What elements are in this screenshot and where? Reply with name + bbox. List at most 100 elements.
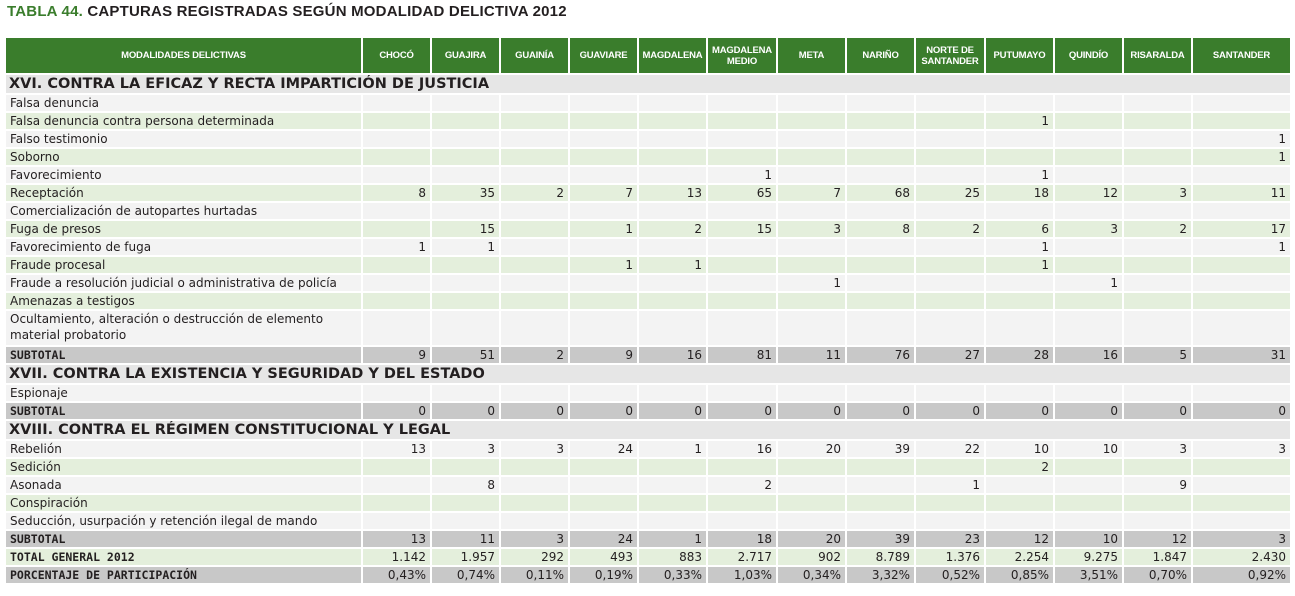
cell-value <box>846 476 916 495</box>
subtotal-row: SUBTOTAL 0 0 0 0 0 0 0 0 0 0 0 0 0 <box>6 402 1292 421</box>
cell-value: 22 <box>915 440 986 459</box>
cell-value: 0 <box>985 402 1055 421</box>
cell-value <box>846 310 916 347</box>
cell-value: 35 <box>431 184 501 203</box>
cell-value: 18 <box>707 530 778 549</box>
cell-value: 292 <box>500 548 570 567</box>
cell-value: 3 <box>500 440 570 459</box>
cell-value: 12 <box>985 530 1055 549</box>
row-label: Fraude procesal <box>6 256 363 275</box>
cell-value <box>777 256 847 275</box>
cell-value <box>915 458 986 477</box>
row-label: Fraude a resolución judicial o administr… <box>6 274 363 293</box>
row-label: Falso testimonio <box>6 130 363 149</box>
captures-table: MODALIDADES DELICTIVAS CHOCÓ GUAJIRA GUAIN… <box>6 38 1292 585</box>
cell-value: 17 <box>1192 220 1292 239</box>
cell-value: 10 <box>1054 440 1124 459</box>
cell-value <box>431 130 501 149</box>
header-col: MAGDALENA <box>638 38 708 75</box>
cell-value <box>431 384 501 403</box>
cell-value: 0 <box>1123 402 1193 421</box>
cell-value: 2 <box>915 220 986 239</box>
cell-value: 15 <box>431 220 501 239</box>
cell-value <box>362 512 432 531</box>
cell-value <box>569 112 639 131</box>
cell-value: 0 <box>777 402 847 421</box>
cell-value: 2 <box>500 346 570 365</box>
section-title: XVII. CONTRA LA EXISTENCIA Y SEGURIDAD Y… <box>6 364 1292 385</box>
cell-value <box>707 292 778 311</box>
cell-value <box>1192 166 1292 185</box>
cell-value <box>1192 292 1292 311</box>
cell-value <box>1192 458 1292 477</box>
cell-value: 1 <box>985 256 1055 275</box>
table-number: TABLA 44. <box>7 3 83 20</box>
cell-value <box>1123 256 1193 275</box>
cell-value <box>362 148 432 167</box>
cell-value <box>431 256 501 275</box>
cell-value <box>707 238 778 257</box>
cell-value: 1 <box>1054 274 1124 293</box>
row-label: SUBTOTAL <box>6 402 363 421</box>
cell-value: 2.430 <box>1192 548 1292 567</box>
cell-value <box>777 292 847 311</box>
cell-value <box>500 112 570 131</box>
cell-value <box>1123 292 1193 311</box>
cell-value <box>569 494 639 513</box>
cell-value <box>569 384 639 403</box>
cell-value <box>500 494 570 513</box>
cell-value: 2 <box>638 220 708 239</box>
cell-value <box>569 148 639 167</box>
cell-value <box>1192 494 1292 513</box>
cell-value <box>500 130 570 149</box>
cell-value <box>431 274 501 293</box>
row-label: Conspiración <box>6 494 363 513</box>
cell-value <box>362 202 432 221</box>
cell-value: 11 <box>777 346 847 365</box>
cell-value <box>362 494 432 513</box>
row-label: Favorecimiento de fuga <box>6 238 363 257</box>
cell-value: 3 <box>1123 440 1193 459</box>
cell-value: 0 <box>500 402 570 421</box>
cell-value <box>707 458 778 477</box>
cell-value: 1 <box>985 238 1055 257</box>
header-col: GUAINÍA <box>500 38 570 75</box>
cell-value <box>846 238 916 257</box>
cell-value <box>362 292 432 311</box>
cell-value <box>846 112 916 131</box>
cell-value: 7 <box>569 184 639 203</box>
cell-value <box>638 238 708 257</box>
cell-value <box>638 458 708 477</box>
cell-value: 18 <box>985 184 1055 203</box>
percentage-row: PORCENTAJE DE PARTICIPACIÓN 0,43% 0,74% 0,1… <box>6 566 1292 585</box>
cell-value <box>500 274 570 293</box>
cell-value <box>500 166 570 185</box>
total-row: TOTAL GENERAL 2012 1.142 1.957 292 493 883 2.7… <box>6 548 1292 567</box>
cell-value <box>777 202 847 221</box>
table-row: Sedición 2 <box>6 458 1292 477</box>
cell-value: 0,43% <box>362 566 432 585</box>
cell-value <box>569 202 639 221</box>
cell-value <box>1054 166 1124 185</box>
cell-value <box>915 292 986 311</box>
cell-value: 0,70% <box>1123 566 1193 585</box>
cell-value <box>915 148 986 167</box>
cell-value <box>1123 458 1193 477</box>
cell-value <box>777 166 847 185</box>
cell-value <box>777 476 847 495</box>
header-modalidades: MODALIDADES DELICTIVAS <box>6 38 363 75</box>
cell-value: 3 <box>1192 530 1292 549</box>
cell-value: 8.789 <box>846 548 916 567</box>
cell-value <box>985 476 1055 495</box>
cell-value: 3 <box>431 440 501 459</box>
cell-value <box>707 274 778 293</box>
row-label: Seducción, usurpación y retención ilegal… <box>6 512 363 531</box>
cell-value: 0 <box>569 402 639 421</box>
cell-value: 0 <box>1192 402 1292 421</box>
cell-value: 1,03% <box>707 566 778 585</box>
cell-value <box>777 94 847 113</box>
cell-value <box>569 130 639 149</box>
cell-value <box>1054 112 1124 131</box>
cell-value: 3 <box>1123 184 1193 203</box>
cell-value: 0,74% <box>431 566 501 585</box>
